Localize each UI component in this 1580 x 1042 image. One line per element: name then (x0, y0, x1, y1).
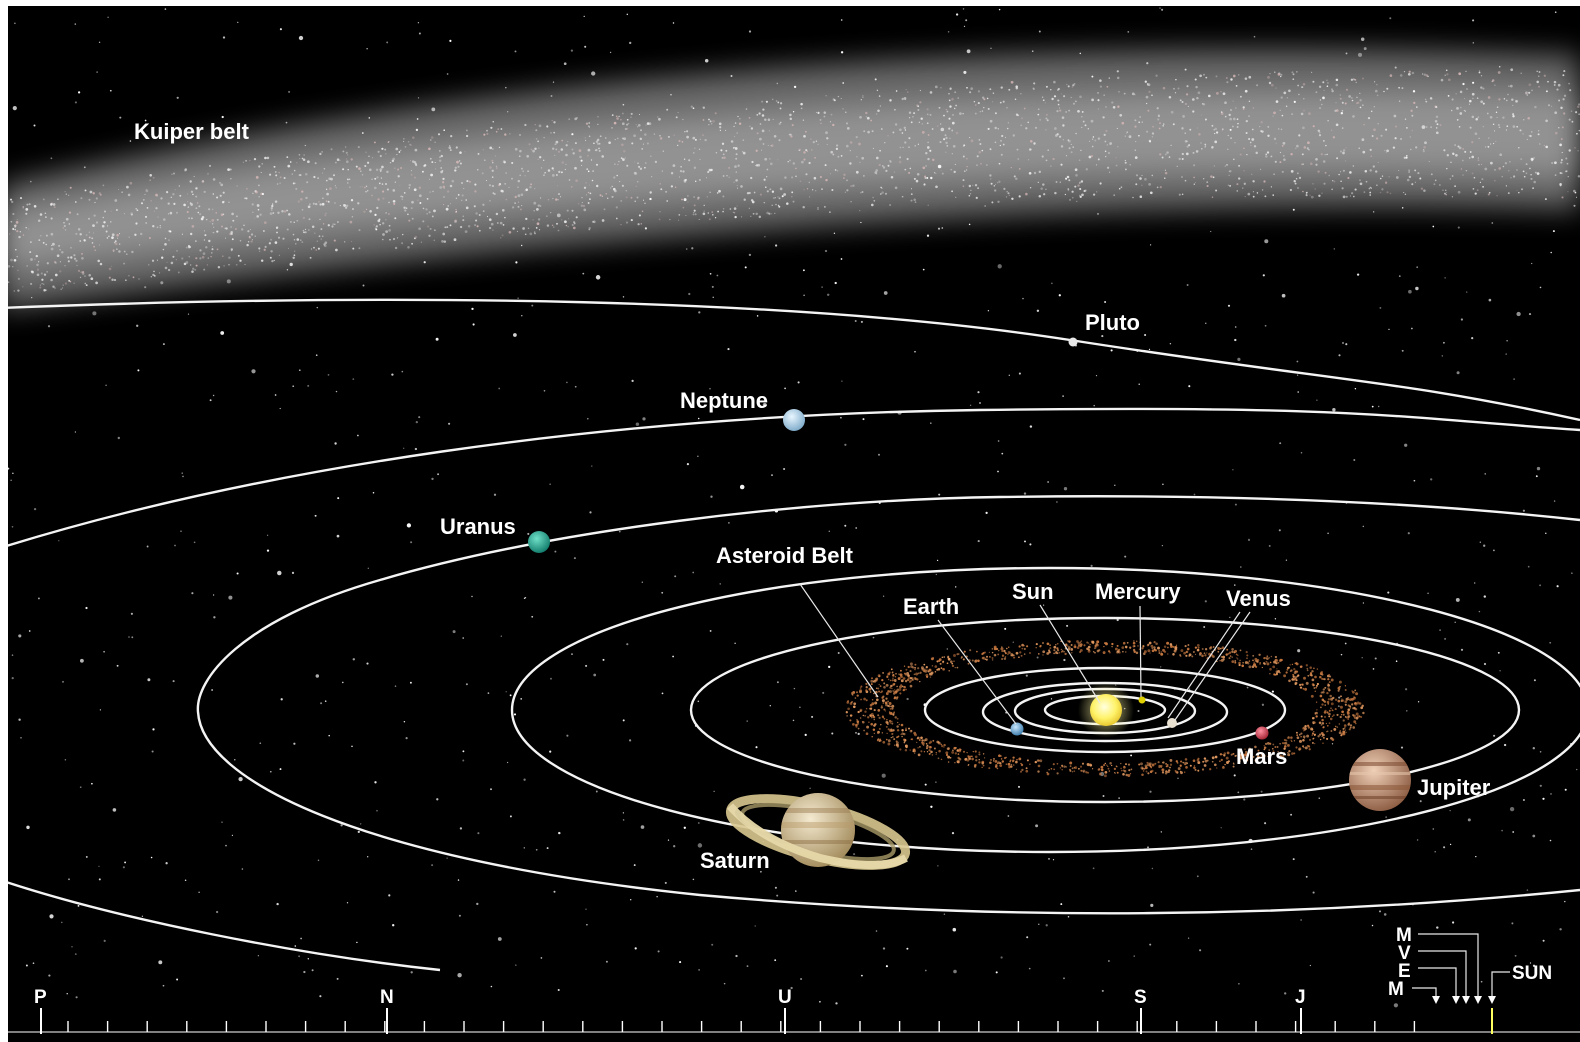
kuiper-belt-label: Kuiper belt (134, 119, 250, 144)
uranus-label: Uranus (440, 514, 516, 539)
scale-marker-sun: SUN (1512, 963, 1552, 984)
venus-planet (1167, 718, 1177, 728)
scale-marker-neptune: N (380, 987, 394, 1008)
pluto-orbit (8, 298, 1580, 422)
scale-marker-mars: M (1396, 925, 1412, 946)
mercury-label: Mercury (1095, 579, 1181, 604)
saturn-orbit (510, 566, 1580, 854)
jupiter-planet (1349, 749, 1411, 811)
asteroid-belt-label: Asteroid Belt (716, 543, 854, 568)
scale-marker-pluto: P (34, 987, 47, 1008)
scale-marker-saturn: S (1134, 987, 1147, 1008)
scale-marker-earth: E (1398, 961, 1411, 982)
scale-marker-mercury: M (1388, 979, 1404, 1000)
scale-callout-arrows (1432, 996, 1496, 1004)
neptune-orbit (8, 407, 1580, 547)
star-field (8, 7, 1578, 1008)
mercury-planet (1138, 696, 1146, 704)
sun-label: Sun (1012, 579, 1054, 604)
jupiter-label: Jupiter (1417, 775, 1491, 800)
scale-marker-uranus: U (778, 987, 792, 1008)
earth-planet (1010, 722, 1024, 736)
saturn-label: Saturn (700, 848, 770, 873)
pluto-planet (1068, 337, 1078, 347)
jupiter-orbit (689, 616, 1521, 804)
uranus-orbit (196, 495, 1580, 915)
kuiper-belt-band (8, 48, 1580, 309)
distance-scale-bar: P N U S J M V E M (8, 925, 1580, 1034)
pluto-label: Pluto (1085, 310, 1140, 335)
scale-marker-venus: V (1398, 943, 1411, 964)
asteroid-belt-ring (845, 640, 1365, 778)
neptune-planet (783, 409, 805, 431)
neptune-orbit-lower (8, 881, 441, 972)
venus-label: Venus (1226, 586, 1291, 611)
scale-marker-jupiter: J (1295, 987, 1306, 1008)
mars-orbit (923, 666, 1287, 754)
leader-lines (799, 583, 1251, 725)
neptune-label: Neptune (680, 388, 768, 413)
mars-label: Mars (1236, 744, 1287, 769)
scale-callout-lines (1412, 933, 1510, 1000)
uranus-planet (528, 531, 550, 553)
mars-planet (1255, 726, 1269, 740)
earth-label: Earth (903, 594, 959, 619)
saturn-planet (725, 793, 911, 870)
sun-body (1090, 694, 1122, 726)
